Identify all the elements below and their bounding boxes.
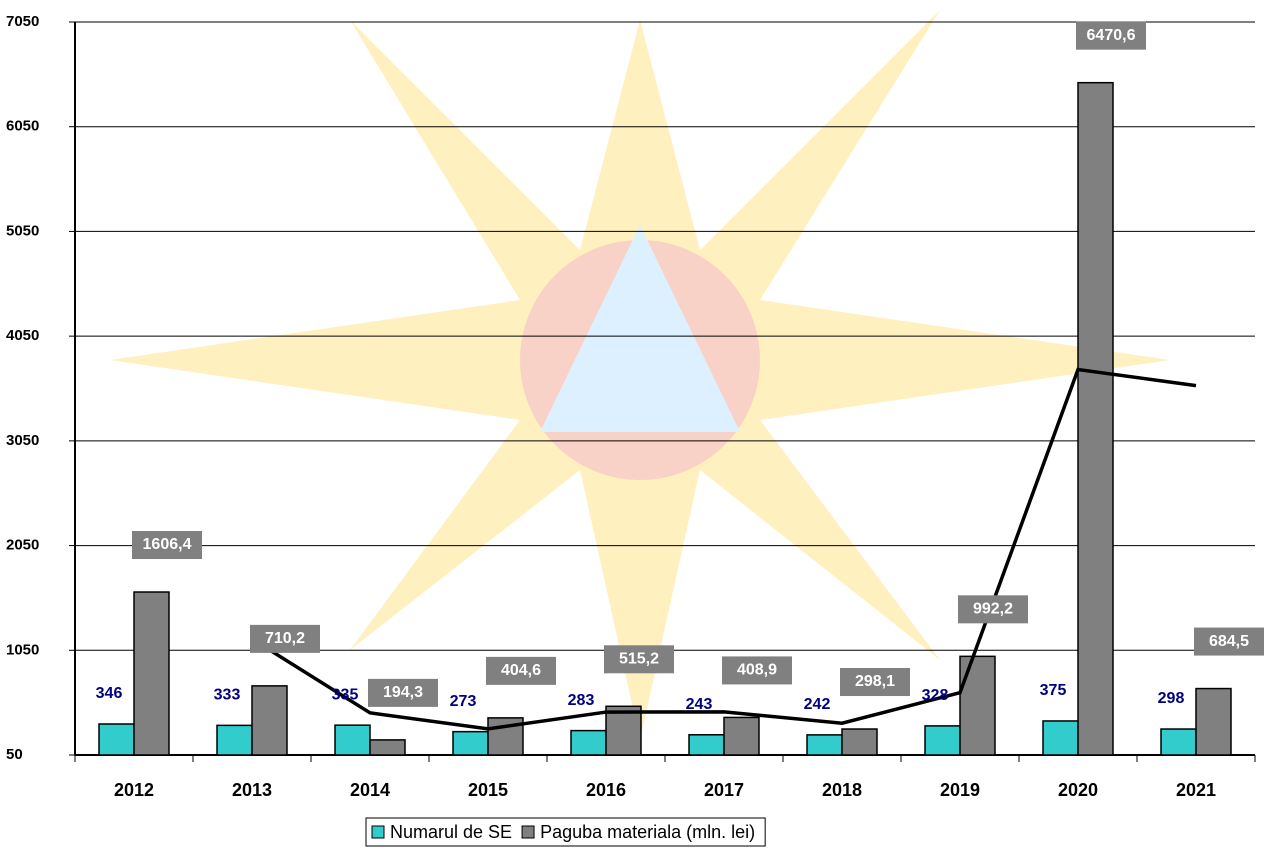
y-tick-label: 1050: [6, 641, 39, 658]
bar: [134, 592, 169, 755]
legend-swatch: [522, 826, 534, 838]
x-tick-label: 2013: [232, 780, 272, 800]
data-label: 404,6: [501, 662, 541, 679]
x-tick-label: 2015: [468, 780, 508, 800]
x-tick-label: 2019: [940, 780, 980, 800]
bar: [807, 735, 842, 755]
data-label: 194,3: [383, 684, 423, 701]
bar: [1161, 729, 1196, 755]
bar: [335, 725, 370, 755]
data-label: 684,5: [1209, 633, 1249, 650]
data-label: 6470,6: [1087, 27, 1136, 44]
data-label: 515,2: [619, 651, 659, 668]
data-label: 273: [450, 693, 477, 710]
data-label: 408,9: [737, 662, 777, 679]
data-label: 1606,4: [143, 536, 192, 553]
chart: 50 1050 2050 3050 4050 5050 6050 7050 2012 2013 20…: [0, 0, 1266, 848]
data-label: 243: [686, 696, 713, 713]
y-tick-label: 6050: [6, 118, 39, 135]
bar: [1196, 689, 1231, 755]
bar: [453, 732, 488, 755]
x-tick-label: 2016: [586, 780, 626, 800]
bar: [724, 717, 759, 755]
y-tick-label: 2050: [6, 537, 39, 554]
data-label: 242: [804, 696, 831, 713]
legend-label: Numarul de SE: [390, 822, 512, 842]
legend-label: Paguba materiala (mln. lei): [540, 822, 755, 842]
x-tick-label: 2020: [1058, 780, 1098, 800]
page: {"chart_data": {"type": "bar", "categori…: [0, 0, 1266, 853]
bar: [370, 740, 405, 755]
data-label: 346: [96, 685, 123, 702]
x-tick-label: 2012: [114, 780, 154, 800]
data-label: 298: [1158, 690, 1185, 707]
data-label: 333: [214, 687, 241, 704]
x-tick-label: 2017: [704, 780, 744, 800]
y-tick-label: 3050: [6, 432, 39, 449]
y-tick-label: 50: [6, 746, 23, 763]
data-label: 992,2: [973, 601, 1013, 618]
bar: [842, 729, 877, 755]
data-label: 375: [1040, 682, 1067, 699]
data-label: 328: [922, 687, 949, 704]
bar: [1078, 83, 1113, 755]
bar: [571, 731, 606, 755]
bar: [99, 724, 134, 755]
bar: [252, 686, 287, 755]
legend-swatch: [372, 826, 384, 838]
data-label: 335: [332, 686, 359, 703]
bar: [960, 656, 995, 755]
y-tick-label: 4050: [6, 327, 39, 344]
bar: [925, 726, 960, 755]
data-label: 710,2: [265, 630, 305, 647]
bar: [1043, 721, 1078, 755]
x-tick-label: 2018: [822, 780, 862, 800]
data-label: 298,1: [855, 673, 895, 690]
data-label: 283: [568, 692, 595, 709]
bar: [217, 725, 252, 755]
y-tick-label: 7050: [6, 13, 39, 30]
x-tick-label: 2014: [350, 780, 390, 800]
x-tick-label: 2021: [1176, 780, 1216, 800]
y-tick-label: 5050: [6, 222, 39, 239]
legend: Numarul de SE Paguba materiala (mln. lei): [366, 818, 765, 846]
bar: [689, 735, 724, 755]
